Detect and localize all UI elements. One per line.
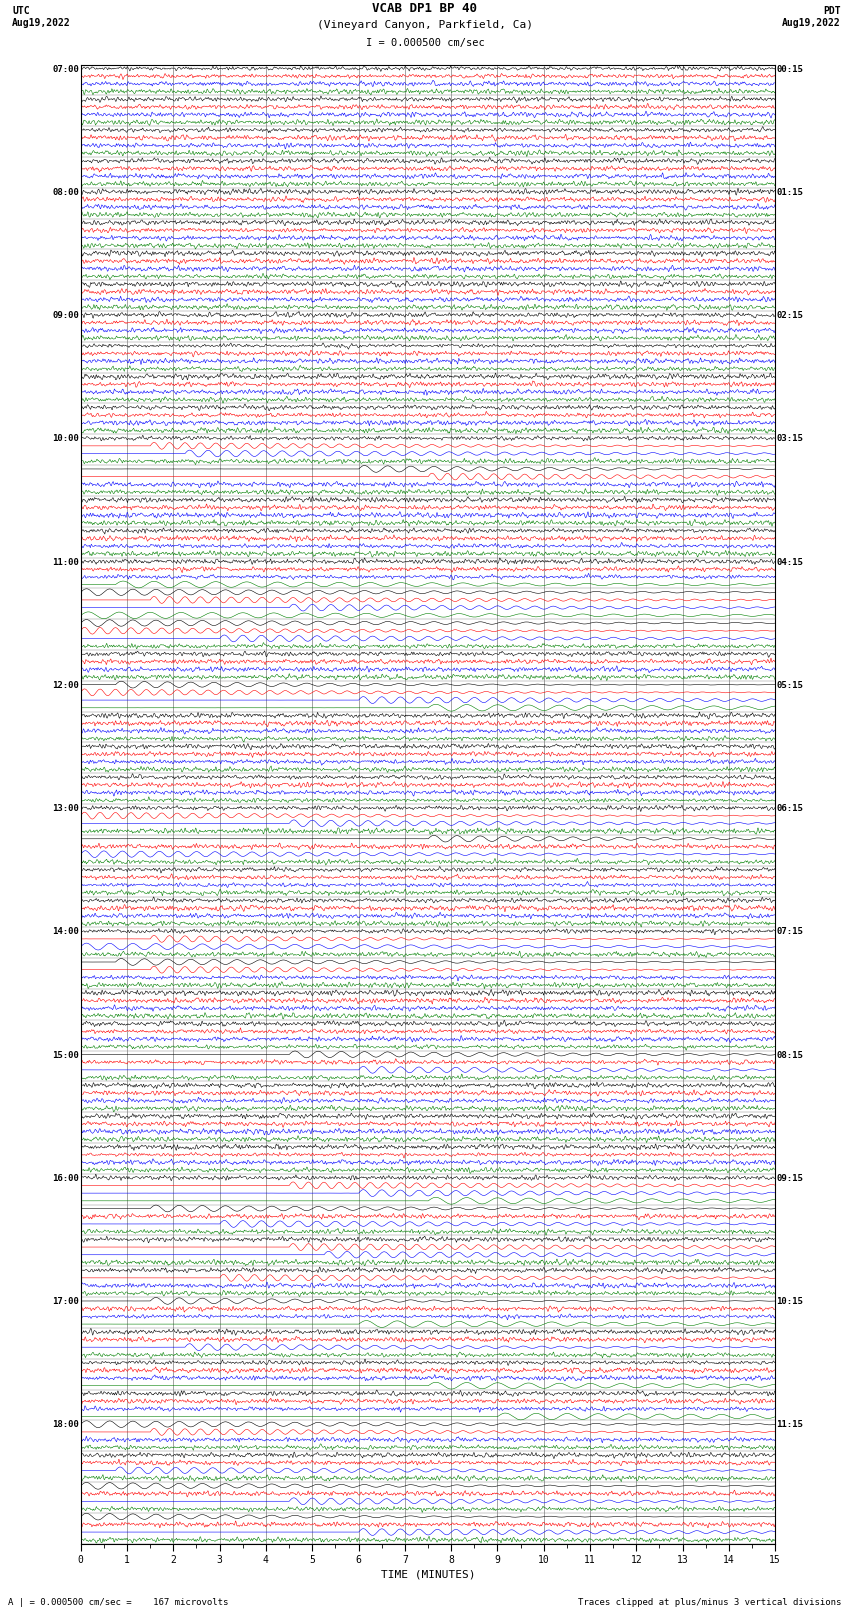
- Text: 08:15: 08:15: [777, 1050, 803, 1060]
- Text: 17:00: 17:00: [53, 1297, 79, 1307]
- Text: 11:00: 11:00: [53, 558, 79, 566]
- X-axis label: TIME (MINUTES): TIME (MINUTES): [381, 1569, 475, 1579]
- Text: (Vineyard Canyon, Parkfield, Ca): (Vineyard Canyon, Parkfield, Ca): [317, 19, 533, 31]
- Text: 05:15: 05:15: [777, 681, 803, 690]
- Text: 16:00: 16:00: [53, 1174, 79, 1182]
- Text: 10:15: 10:15: [777, 1297, 803, 1307]
- Text: 09:15: 09:15: [777, 1174, 803, 1182]
- Text: A | = 0.000500 cm/sec =    167 microvolts: A | = 0.000500 cm/sec = 167 microvolts: [8, 1597, 229, 1607]
- Text: 13:00: 13:00: [53, 803, 79, 813]
- Text: 08:00: 08:00: [53, 187, 79, 197]
- Text: 10:00: 10:00: [53, 434, 79, 444]
- Text: Traces clipped at plus/minus 3 vertical divisions: Traces clipped at plus/minus 3 vertical …: [578, 1597, 842, 1607]
- Text: 06:15: 06:15: [777, 803, 803, 813]
- Text: 00:15: 00:15: [777, 65, 803, 74]
- Text: 12:00: 12:00: [53, 681, 79, 690]
- Text: UTC
Aug19,2022: UTC Aug19,2022: [12, 5, 71, 27]
- Text: 15:00: 15:00: [53, 1050, 79, 1060]
- Text: 01:15: 01:15: [777, 187, 803, 197]
- Text: VCAB DP1 BP 40: VCAB DP1 BP 40: [372, 3, 478, 16]
- Text: 14:00: 14:00: [53, 927, 79, 936]
- Text: 04:15: 04:15: [777, 558, 803, 566]
- Text: 11:15: 11:15: [777, 1421, 803, 1429]
- Text: 07:00: 07:00: [53, 65, 79, 74]
- Text: 03:15: 03:15: [777, 434, 803, 444]
- Text: 09:00: 09:00: [53, 311, 79, 319]
- Text: PDT
Aug19,2022: PDT Aug19,2022: [782, 5, 841, 27]
- Text: I = 0.000500 cm/sec: I = 0.000500 cm/sec: [366, 37, 484, 48]
- Text: 07:15: 07:15: [777, 927, 803, 936]
- Text: 02:15: 02:15: [777, 311, 803, 319]
- Text: 18:00: 18:00: [53, 1421, 79, 1429]
